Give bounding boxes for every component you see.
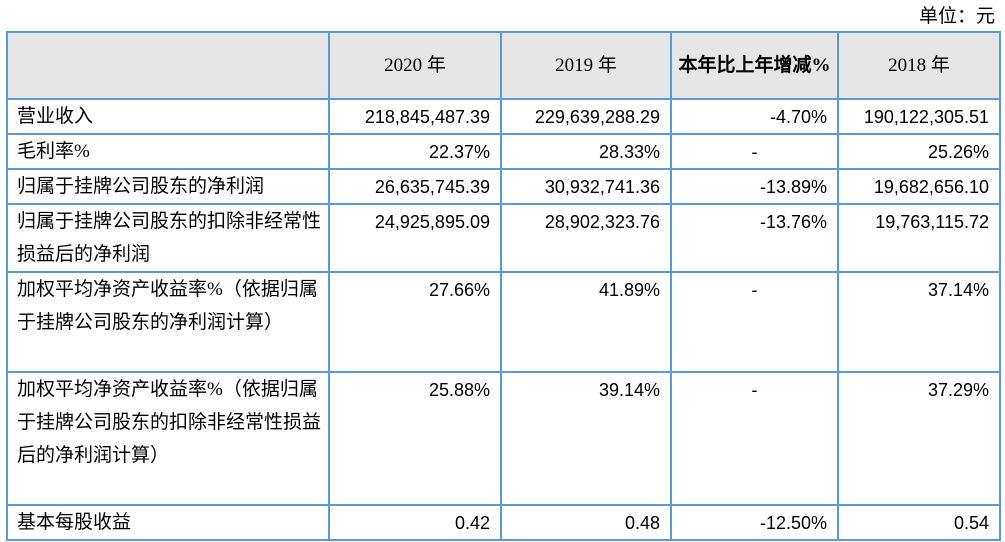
value-yoy: -13.76% (670, 203, 839, 273)
value-2020: 26,635,745.39 (328, 168, 502, 205)
row-label: 基本每股收益 (6, 504, 330, 541)
value-yoy: -13.89% (670, 168, 839, 205)
value-2019: 30,932,741.36 (500, 168, 672, 205)
value-2018: 0.54 (837, 504, 1001, 541)
row-label: 营业收入 (6, 98, 330, 135)
header-empty (6, 31, 330, 100)
value-2019: 39.14% (500, 371, 672, 506)
value-2020: 27.66% (328, 271, 502, 373)
unit-note: 单位：元 (918, 6, 995, 27)
row-label: 毛利率% (6, 133, 330, 170)
value-2020: 0.42 (328, 504, 502, 541)
value-yoy: - (670, 371, 839, 506)
value-2020: 24,925,895.09 (328, 203, 502, 273)
value-2018: 25.26% (837, 133, 1001, 170)
header-year-2020: 2020 年 (328, 31, 502, 100)
table-row-weighted-roe: 加权平均净资产收益率%（依据归属于挂牌公司股东的净利润计算） 27.66% 41… (6, 271, 1001, 373)
header-yoy-change: 本年比上年增减% (670, 31, 839, 100)
value-2018: 190,122,305.51 (837, 98, 1001, 135)
table-row-net-profit-excl-nonrecurring: 归属于挂牌公司股东的扣除非经常性损益后的净利润 24,925,895.09 28… (6, 203, 1001, 273)
value-yoy: -4.70% (670, 98, 839, 135)
row-label: 加权平均净资产收益率%（依据归属于挂牌公司股东的净利润计算） (6, 271, 330, 373)
value-2019: 28,902,323.76 (500, 203, 672, 273)
value-2020: 25.88% (328, 371, 502, 506)
value-yoy: - (670, 271, 839, 373)
value-2019: 0.48 (500, 504, 672, 541)
value-2019: 229,639,288.29 (500, 98, 672, 135)
value-2018: 37.14% (837, 271, 1001, 373)
value-2018: 37.29% (837, 371, 1001, 506)
value-2018: 19,682,656.10 (837, 168, 1001, 205)
table-header-row: 2020 年 2019 年 本年比上年增减% 2018 年 (6, 31, 1001, 100)
table-row-gross-margin: 毛利率% 22.37% 28.33% - 25.26% (6, 133, 1001, 170)
value-2020: 22.37% (328, 133, 502, 170)
value-2020: 218,845,487.39 (328, 98, 502, 135)
header-year-2019: 2019 年 (500, 31, 672, 100)
value-2019: 28.33% (500, 133, 672, 170)
row-label: 归属于挂牌公司股东的扣除非经常性损益后的净利润 (6, 203, 330, 273)
table-row-operating-revenue: 营业收入 218,845,487.39 229,639,288.29 -4.70… (6, 98, 1001, 135)
row-label: 归属于挂牌公司股东的净利润 (6, 168, 330, 205)
table-row-weighted-roe-excl-nonrecurring: 加权平均净资产收益率%（依据归属于挂牌公司股东的扣除非经常性损益后的净利润计算）… (6, 371, 1001, 506)
header-year-2018: 2018 年 (837, 31, 1001, 100)
value-yoy: - (670, 133, 839, 170)
row-label: 加权平均净资产收益率%（依据归属于挂牌公司股东的扣除非经常性损益后的净利润计算） (6, 371, 330, 506)
table-row-basic-eps: 基本每股收益 0.42 0.48 -12.50% 0.54 (6, 504, 1001, 541)
value-2018: 19,763,115.72 (837, 203, 1001, 273)
table-row-net-profit: 归属于挂牌公司股东的净利润 26,635,745.39 30,932,741.3… (6, 168, 1001, 205)
value-2019: 41.89% (500, 271, 672, 373)
financial-summary-table: 2020 年 2019 年 本年比上年增减% 2018 年 营业收入 218,8… (6, 31, 1001, 541)
value-yoy: -12.50% (670, 504, 839, 541)
